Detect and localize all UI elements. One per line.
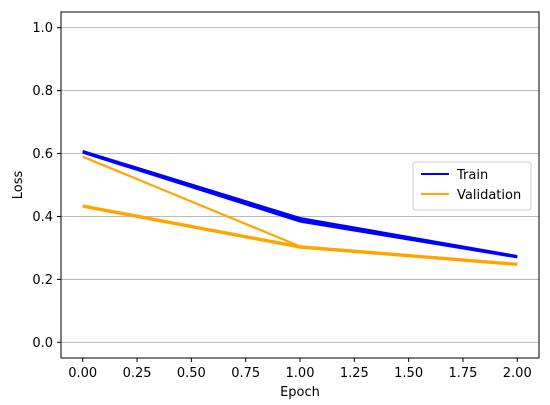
- x-tick-label: 1.50: [394, 366, 423, 381]
- y-axis: 0.0 0.2 0.4 0.6 0.8 1.0: [32, 21, 61, 351]
- legend-label-train: Train: [456, 168, 488, 183]
- y-tick-label: 0.4: [32, 210, 53, 225]
- series-line-train: [82, 151, 518, 259]
- x-tick-label: 1.75: [448, 366, 477, 381]
- legend-label-validation: Validation: [457, 188, 521, 203]
- x-tick-label: 0.50: [177, 366, 206, 381]
- y-tick-label: 1.0: [32, 21, 53, 36]
- x-axis: 0.00 0.25 0.50 0.75 1.00 1.25 1.50 1.75 2.00: [68, 358, 532, 381]
- x-tick-label: 0.00: [68, 366, 97, 381]
- series-line-validation: [82, 205, 518, 266]
- y-tick-label: 0.8: [32, 84, 53, 99]
- y-tick-label: 0.6: [32, 147, 53, 162]
- x-axis-label: Epoch: [280, 385, 320, 400]
- y-tick-label: 0.0: [32, 336, 53, 351]
- x-tick-label: 1.25: [340, 366, 369, 381]
- series-line-validation: [82, 204, 518, 266]
- x-tick-label: 0.75: [231, 366, 260, 381]
- series-lines: [82, 149, 518, 266]
- x-tick-label: 1.00: [286, 366, 315, 381]
- x-tick-label: 0.25: [123, 366, 152, 381]
- y-axis-label: Loss: [11, 171, 26, 200]
- series-line-validation: [82, 155, 518, 266]
- y-tick-label: 0.2: [32, 273, 53, 288]
- legend: Train Validation: [412, 161, 532, 211]
- x-tick-label: 2.00: [503, 366, 532, 381]
